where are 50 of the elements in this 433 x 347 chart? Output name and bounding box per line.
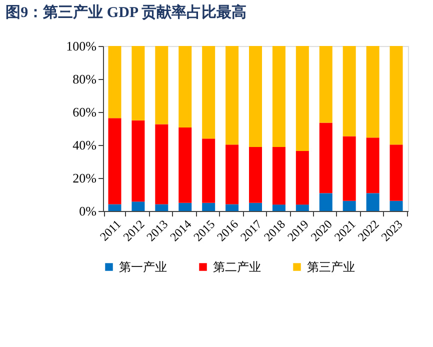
legend-label: 第一产业 [119,260,167,274]
bar [272,46,286,147]
bar [108,204,122,211]
y-tick-label: 100% [66,38,97,54]
bar [132,120,145,202]
y-tick-label: 40% [72,138,97,152]
bar [342,46,356,136]
bar [319,193,332,211]
bar [202,138,216,203]
bar [390,46,403,145]
bar [319,46,332,123]
bar [155,204,168,211]
bar [342,136,356,201]
bar [366,193,380,211]
legend-label: 第三产业 [307,260,355,274]
bar [249,46,262,147]
bar [202,46,216,139]
bar [296,204,309,211]
bar [132,46,145,120]
bar [249,202,262,211]
y-tick-label: 80% [72,72,97,86]
bar [155,46,168,124]
bar [178,128,192,203]
bar [319,122,332,194]
legend-label: 第二产业 [213,260,261,274]
bar [226,144,239,204]
chart-title: 图9：第三产业 GDP 贡献率占比最高 [6,3,247,21]
x-tick-label: 2011 [97,217,124,244]
bar [226,46,239,145]
bar [272,146,286,205]
bar [178,202,192,211]
bar [366,138,380,194]
bar [226,204,239,211]
bar [366,46,380,138]
y-tick-label: 0% [79,204,97,218]
bar [108,46,122,118]
bar [296,150,309,205]
bar [178,46,192,128]
bar [342,200,356,211]
bar [132,202,145,211]
bar [296,46,309,151]
bar [249,146,262,203]
bar [108,118,122,204]
bar [390,144,403,201]
bar [155,124,168,204]
y-tick-label: 20% [72,170,97,186]
bar [272,204,286,211]
bar [390,200,403,211]
y-tick-label: 60% [72,104,97,120]
bar [202,202,216,211]
